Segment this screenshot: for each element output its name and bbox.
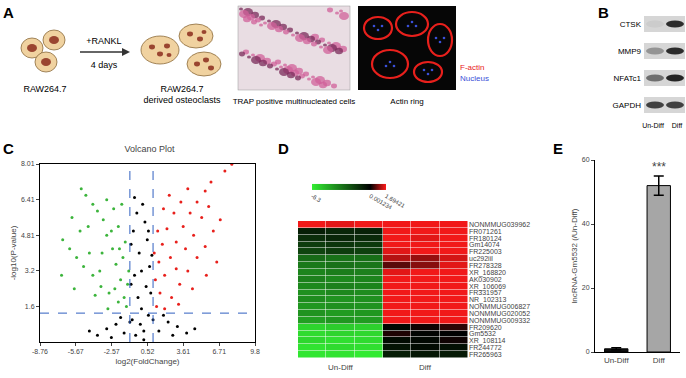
svg-text:NONMMUG039962: NONMMUG039962 <box>469 221 530 228</box>
svg-text:60: 60 <box>582 156 590 163</box>
svg-text:Diff: Diff <box>672 122 682 129</box>
svg-text:Actin ring: Actin ring <box>390 97 423 106</box>
svg-text:4.81: 4.81 <box>21 232 35 239</box>
svg-text:FR265963: FR265963 <box>469 351 502 358</box>
svg-text:MMP9: MMP9 <box>618 47 642 56</box>
svg-text:20: 20 <box>582 284 590 291</box>
svg-text:-8.76: -8.76 <box>32 348 48 355</box>
svg-text:FR225003: FR225003 <box>469 248 502 255</box>
svg-text:-2.57: -2.57 <box>104 348 120 355</box>
svg-text:1.6: 1.6 <box>25 303 35 310</box>
svg-text:+RANKL: +RANKL <box>86 36 121 46</box>
svg-text:Volcano Plot: Volcano Plot <box>125 144 176 154</box>
svg-text:FR244772: FR244772 <box>469 344 502 351</box>
html-text:C: C <box>3 140 14 157</box>
svg-text:6.71: 6.71 <box>212 348 226 355</box>
svg-text:Un-Diff: Un-Diff <box>604 356 630 365</box>
svg-text:9.8: 9.8 <box>250 348 260 355</box>
svg-text:F-actin: F-actin <box>460 63 484 72</box>
svg-text:40: 40 <box>582 220 590 227</box>
svg-text:GAPDH: GAPDH <box>613 101 642 110</box>
html-text:A: A <box>3 4 14 21</box>
svg-text:-log10(P-value): -log10(P-value) <box>9 225 18 280</box>
svg-text:RAW264.7: RAW264.7 <box>23 84 66 94</box>
svg-text:Diff: Diff <box>653 356 666 365</box>
svg-text:6.41: 6.41 <box>21 196 35 203</box>
svg-text:Gm14074: Gm14074 <box>469 241 500 248</box>
svg-text:1.69421: 1.69421 <box>384 193 406 209</box>
svg-text:FR278328: FR278328 <box>469 262 502 269</box>
svg-text:0.52: 0.52 <box>141 348 155 355</box>
svg-text:3.2: 3.2 <box>25 267 35 274</box>
svg-text:Un-Diff: Un-Diff <box>328 363 354 372</box>
svg-text:log2(FoldChange): log2(FoldChange) <box>115 357 179 366</box>
html-text:E: E <box>553 140 563 157</box>
svg-text:RAW264.7: RAW264.7 <box>160 84 203 94</box>
svg-text:4 days: 4 days <box>91 60 118 70</box>
svg-text:lncRNA-Gm5532 (/Un-Diff): lncRNA-Gm5532 (/Un-Diff) <box>570 208 579 303</box>
svg-text:FR209620: FR209620 <box>469 324 502 331</box>
svg-text:0.001234: 0.001234 <box>368 193 393 211</box>
svg-text:AK030902: AK030902 <box>469 276 502 283</box>
svg-text:3.61: 3.61 <box>176 348 190 355</box>
svg-text:uc292iil: uc292iil <box>469 255 493 262</box>
svg-text:XR_168820: XR_168820 <box>469 269 506 277</box>
svg-text:FR180124: FR180124 <box>469 235 502 242</box>
svg-text:XR_106069: XR_106069 <box>469 283 506 291</box>
svg-text:NONMMUG009332: NONMMUG009332 <box>469 317 530 324</box>
svg-text:NONMMUG020052: NONMMUG020052 <box>469 310 530 317</box>
svg-text:CTSK: CTSK <box>620 20 642 29</box>
svg-text:-6.3: -6.3 <box>310 193 323 204</box>
svg-text:-5.67: -5.67 <box>68 348 84 355</box>
svg-text:FR071261: FR071261 <box>469 228 502 235</box>
html-text:D: D <box>278 140 289 157</box>
svg-text:Un-Diff: Un-Diff <box>642 122 664 129</box>
svg-text:derived osteoclasts: derived osteoclasts <box>143 95 221 105</box>
svg-text:Gm5532: Gm5532 <box>469 330 496 337</box>
svg-text:XR_108114: XR_108114 <box>469 337 506 345</box>
svg-text:Diff: Diff <box>419 363 432 372</box>
html-text:B: B <box>598 4 609 21</box>
svg-text:Nucleus: Nucleus <box>460 74 489 83</box>
svg-text:FR331957: FR331957 <box>469 289 502 296</box>
svg-text:0: 0 <box>586 348 590 355</box>
svg-text:TRAP positive multinucleated c: TRAP positive multinucleated cells <box>233 97 356 106</box>
svg-text:NR_102313: NR_102313 <box>469 296 506 304</box>
svg-text:NONMMUG006827: NONMMUG006827 <box>469 303 530 310</box>
svg-text:8.01: 8.01 <box>21 160 35 167</box>
svg-text:NFATc1: NFATc1 <box>614 74 642 83</box>
svg-text:***: *** <box>652 160 666 174</box>
